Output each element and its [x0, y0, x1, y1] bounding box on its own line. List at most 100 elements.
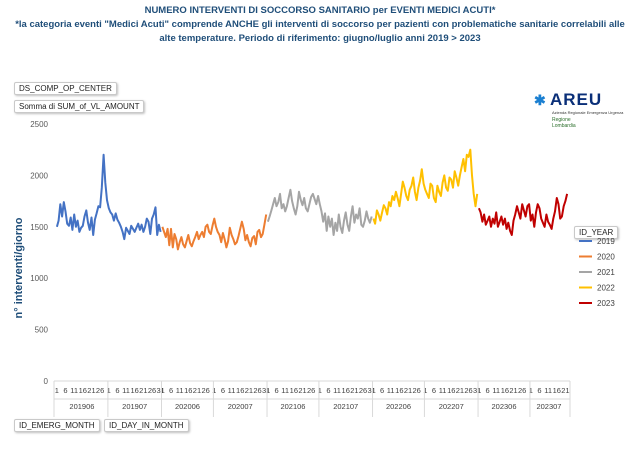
x-tick-label: 1	[107, 386, 111, 395]
filter-field-button[interactable]: DS_COMP_OP_CENTER	[14, 82, 117, 95]
x-tick-label: 6	[274, 386, 278, 395]
legend-label-2022: 2022	[597, 284, 615, 293]
x-tick-label: 1	[423, 386, 427, 395]
x-tick-label: 1	[477, 386, 481, 395]
x-tick-label: 26	[307, 386, 315, 395]
x-month-label: 202106	[280, 402, 305, 411]
y-tick-label: 1500	[30, 223, 48, 232]
x-tick-label: 6	[169, 386, 173, 395]
x-month-label: 201907	[122, 402, 147, 411]
x-tick-label: 16	[553, 386, 561, 395]
x-tick-label: 21	[456, 386, 464, 395]
x-tick-label: 26	[464, 386, 472, 395]
x-tick-label: 1	[55, 386, 59, 395]
areu-logo: ✱ AREU Azienda Regionale Emergenza Urgen…	[534, 90, 634, 135]
chart-title: NUMERO INTERVENTI DI SOCCORSO SANITARIO …	[144, 5, 496, 16]
x-tick-label: 21	[350, 386, 358, 395]
x-tick-label: 26	[359, 386, 367, 395]
plot-area	[55, 148, 569, 251]
legend-label-2019: 2019	[597, 237, 615, 246]
logo-subtext: Azienda Regionale Emergenza Urgenza	[552, 110, 624, 115]
x-tick-label: 11	[492, 386, 500, 395]
series-line-2019	[55, 153, 162, 241]
x-tick-label: 11	[544, 386, 552, 395]
x-month-label: 202006	[175, 402, 200, 411]
x-tick-label: 1	[318, 386, 322, 395]
x-tick-label: 26	[518, 386, 526, 395]
x-tick-label: 31	[368, 386, 376, 395]
series-line-2022	[372, 148, 479, 225]
x-tick-label: 16	[342, 386, 350, 395]
y-tick-label: 2500	[30, 120, 48, 129]
x-month-label: 202306	[491, 402, 516, 411]
x-tick-label: 16	[395, 386, 403, 395]
y-axis: 0 500 1000 1500 2000 2500	[30, 120, 48, 386]
y-tick-label: 2000	[30, 171, 48, 180]
x-tick-label: 1	[529, 386, 533, 395]
x-tick-label: 26	[201, 386, 209, 395]
x-month-label: 202206	[386, 402, 411, 411]
x-month-label: 202307	[536, 402, 561, 411]
legend-label-2020: 2020	[597, 253, 615, 262]
x-tick-label: 1	[371, 386, 375, 395]
x-tick-label: 16	[236, 386, 244, 395]
series-line-2020	[161, 214, 268, 251]
x-tick-label: 11	[176, 386, 184, 395]
legend-field-button[interactable]: ID_YEAR	[574, 226, 619, 239]
x-tick-label: 31	[156, 386, 164, 395]
x-tick-label: 6	[326, 386, 330, 395]
x-tick-label: 16	[501, 386, 509, 395]
x-tick-label: 11	[122, 386, 130, 395]
x-tick-label: 26	[412, 386, 420, 395]
x-tick-label: 21	[139, 386, 147, 395]
logo-text: AREU	[550, 90, 603, 109]
x-tick-label: 16	[79, 386, 87, 395]
legend: 2019 2020 2021 2022 2023	[579, 237, 615, 308]
x-tick-label: 26	[96, 386, 104, 395]
axis-month-field-button[interactable]: ID_EMERG_MONTH	[14, 419, 100, 432]
legend-label-2021: 2021	[597, 268, 615, 277]
x-tick-label: 6	[432, 386, 436, 395]
x-tick-label: 21	[298, 386, 306, 395]
y-tick-label: 1000	[30, 274, 48, 283]
x-tick-label: 26	[148, 386, 156, 395]
x-month-label: 202207	[439, 402, 464, 411]
x-tick-label: 6	[485, 386, 489, 395]
x-tick-label: 6	[63, 386, 67, 395]
x-tick-label: 21	[509, 386, 517, 395]
x-tick-label: 11	[333, 386, 341, 395]
chart-subtitle: *la categoria eventi "Medici Acuti" comp…	[15, 19, 625, 44]
x-tick-label: 26	[253, 386, 261, 395]
y-tick-label: 0	[44, 377, 49, 386]
series-line-2023	[477, 193, 569, 236]
x-tick-label: 16	[184, 386, 192, 395]
star-of-life-icon: ✱	[534, 92, 546, 108]
region-logo: Regione Lombardia	[552, 117, 576, 129]
x-tick-label: 6	[537, 386, 541, 395]
x-tick-label: 11	[70, 386, 78, 395]
x-tick-label: 6	[221, 386, 225, 395]
x-month-label: 202007	[228, 402, 253, 411]
x-month-label: 201906	[69, 402, 94, 411]
x-tick-label: 21	[87, 386, 95, 395]
x-tick-label: 21	[245, 386, 253, 395]
x-tick-label: 1	[266, 386, 270, 395]
value-field-button[interactable]: Somma di SUM_of_VL_AMOUNT	[14, 100, 145, 113]
x-tick-label: 31	[473, 386, 481, 395]
x-tick-label: 1	[160, 386, 164, 395]
x-tick-label: 21	[561, 386, 569, 395]
axis-day-field-button[interactable]: ID_DAY_IN_MONTH	[104, 419, 189, 432]
x-tick-label: 11	[387, 386, 395, 395]
x-tick-label: 6	[380, 386, 384, 395]
x-tick-label: 11	[228, 386, 236, 395]
y-axis-label: n° interventi/giorno	[13, 217, 25, 318]
x-tick-label: 16	[131, 386, 139, 395]
series-line-2021	[266, 188, 373, 236]
x-tick-label: 11	[439, 386, 447, 395]
x-month-label: 202107	[333, 402, 358, 411]
y-tick-label: 500	[35, 326, 49, 335]
x-tick-label: 11	[281, 386, 289, 395]
x-tick-label: 1	[212, 386, 216, 395]
legend-label-2023: 2023	[597, 299, 615, 308]
